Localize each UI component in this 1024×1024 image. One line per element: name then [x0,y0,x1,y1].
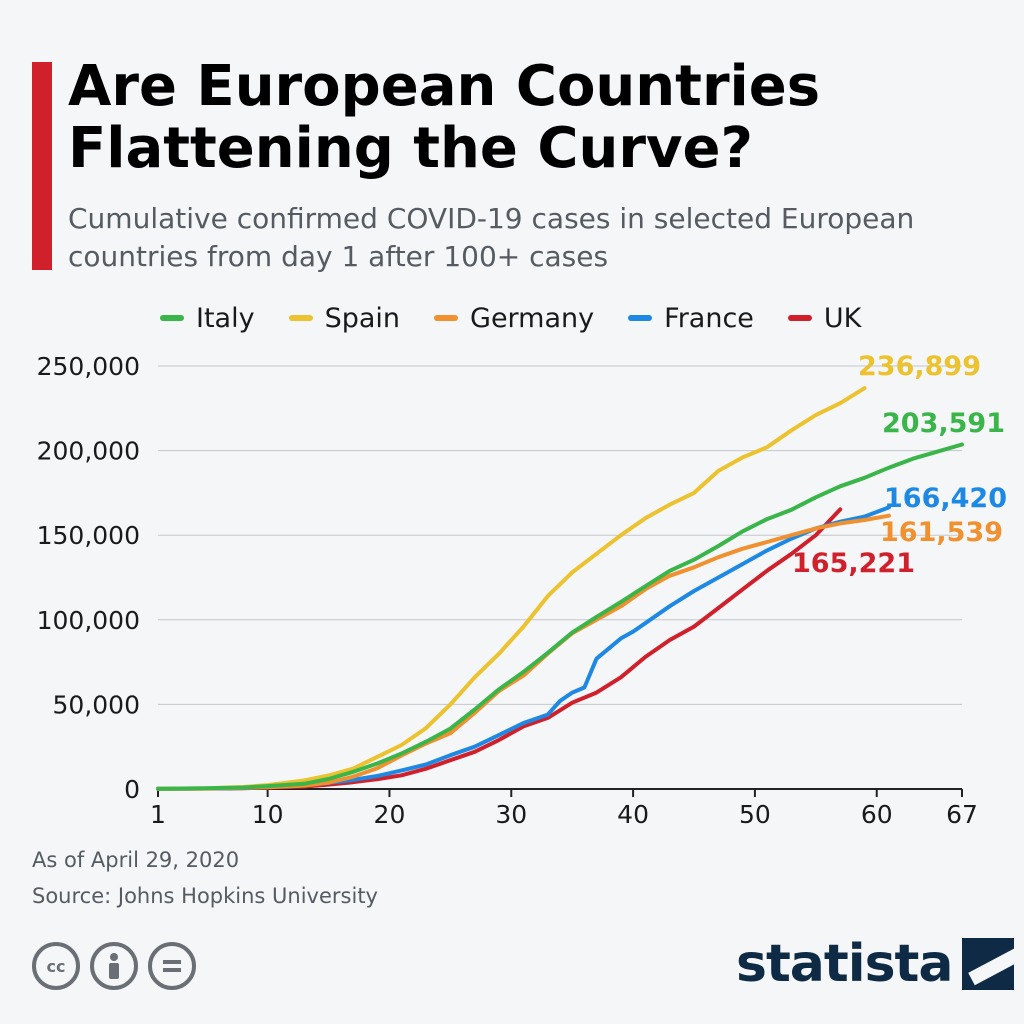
no-derivatives-icon [148,942,196,990]
as-of-note: As of April 29, 2020 [32,848,240,872]
statista-logo: statista [736,934,1015,994]
end-label-uk: 165,221 [792,548,915,579]
legend-swatch-spain [288,315,313,321]
source-note: Source: Johns Hopkins University [32,884,378,908]
legend-label-germany: Germany [470,302,595,334]
series-line-germany [156,513,891,791]
legend-label-spain: Spain [324,302,401,334]
chart-subtitle: Cumulative confirmed COVID-19 cases in s… [68,202,915,273]
legend-label-uk: UK [823,302,862,334]
x-tick-label-3: 30 [495,800,527,829]
legend-swatch-germany [434,315,459,321]
legend-item-germany: Germany [434,303,594,334]
chart-title: Are European Countries Flattening the Cu… [68,54,821,181]
x-tick-label-5: 50 [739,800,771,829]
series-line-italy [156,442,964,791]
y-tick-label-1: 50,000 [53,690,140,719]
legend-item-uk: UK [787,302,862,334]
y-tick-label-0: 0 [124,775,140,804]
accent-bar [32,62,52,270]
statista-mark-icon [962,938,1015,990]
legend-swatch-italy [160,315,184,321]
y-tick-label-2: 100,000 [37,606,140,635]
x-tick-label-4: 40 [617,800,649,829]
end-label-france: 166,420 [884,483,1007,514]
x-tick-label-2: 20 [374,800,406,829]
attribution-icon [90,942,138,990]
y-tick-label-4: 200,000 [37,437,140,466]
legend: Italy Spain Germany France UK [160,300,861,336]
legend-label-france: France [664,302,754,334]
legend-swatch-france [628,315,653,321]
series-line-france [156,505,891,791]
legend-item-spain: Spain [288,302,401,334]
end-label-germany: 161,539 [880,517,1003,548]
legend-item-france: France [628,303,754,334]
statista-wordmark: statista [736,934,953,994]
x-tick-label-1: 10 [252,800,284,829]
x-tick-label-0: 1 [150,800,166,829]
x-tick-label-7: 67 [946,800,978,829]
legend-item-italy: Italy [160,303,255,334]
y-tick-label-5: 250,000 [37,352,140,381]
end-label-italy: 203,591 [882,408,1005,439]
end-label-spain: 236,899 [858,351,981,382]
license-icons: cc [32,942,196,990]
legend-swatch-uk [787,315,812,321]
legend-label-italy: Italy [196,302,255,334]
x-tick-label-6: 60 [861,800,893,829]
cc-icon: cc [32,942,80,990]
y-tick-label-3: 150,000 [37,521,140,550]
series-line-spain [156,386,867,791]
